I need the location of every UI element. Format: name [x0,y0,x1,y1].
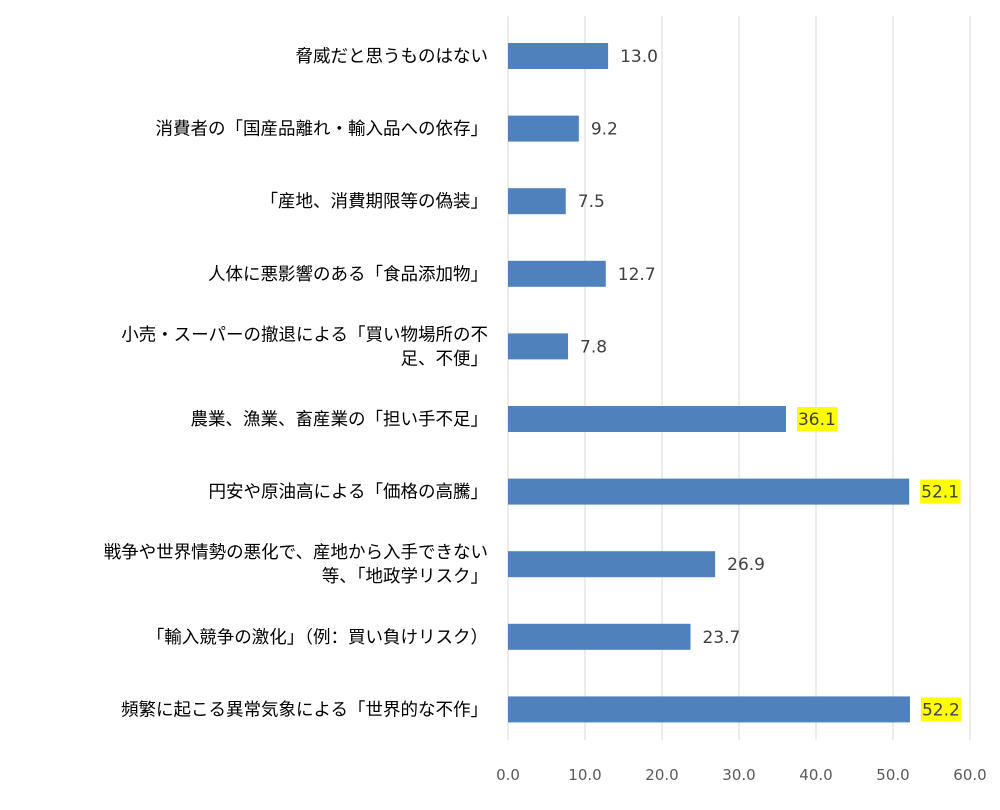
category-label: 人体に悪影響のある「食品添加物」 [208,265,488,285]
x-tick-label: 10.0 [568,766,601,784]
category-label: 農業、漁業、畜産業の「担い手不足」 [191,410,489,430]
category-label: 等、「地政学リスク」 [322,567,488,587]
value-label: 52.1 [921,483,959,503]
x-tick-label: 0.0 [496,766,520,784]
category-label: 消費者の「国産品離れ・輸入品への依存」 [156,120,489,140]
value-label: 52.2 [922,700,960,720]
bars [508,43,910,722]
bar [508,551,715,577]
category-label: 足、不便」 [401,349,489,369]
bar [508,43,608,69]
value-label: 7.5 [578,192,605,212]
bar [508,261,606,287]
category-label: 小売・スーパーの撤退による「買い物場所の不 [121,325,488,345]
x-tick-label: 60.0 [953,766,986,784]
bar [508,624,690,650]
category-label: 戦争や世界情勢の悪化で、産地から入手できない [104,543,488,563]
bar [508,479,909,505]
x-tick-label: 30.0 [722,766,755,784]
value-label: 23.7 [702,628,740,648]
category-label: 「輸入競争の激化」（例：買い負けリスク） [147,628,488,648]
value-label: 26.9 [727,555,765,575]
bar [508,188,566,214]
bar [508,406,786,432]
value-label: 7.8 [580,337,607,357]
value-label: 13.0 [620,47,658,67]
value-label: 12.7 [618,265,656,285]
category-label: 脅威だと思うものはない [296,47,489,67]
category-label: 円安や原油高による「価格の高騰」 [209,483,488,503]
value-labels: 13.0 9.2 7.5 12.7 7.8 36.1 52.1 26.9 23.7 52.2 [578,47,962,721]
category-label: 「産地、消費期限等の偽装」 [261,192,489,212]
bar [508,696,910,722]
bar [508,333,568,359]
x-tick-label: 50.0 [876,766,909,784]
category-labels: 脅威だと思うものはない消費者の「国産品離れ・輸入品への依存」「産地、消費期限等の… [104,47,488,720]
bar [508,116,579,142]
x-tick-label: 40.0 [799,766,832,784]
x-axis-ticks: 0.0 10.0 20.0 30.0 40.0 50.0 60.0 [496,766,987,784]
x-tick-label: 20.0 [645,766,678,784]
value-label: 36.1 [798,410,836,430]
value-label: 9.2 [591,120,618,140]
category-label: 頻繁に起こる異常気象による「世界的な不作」 [121,700,488,720]
